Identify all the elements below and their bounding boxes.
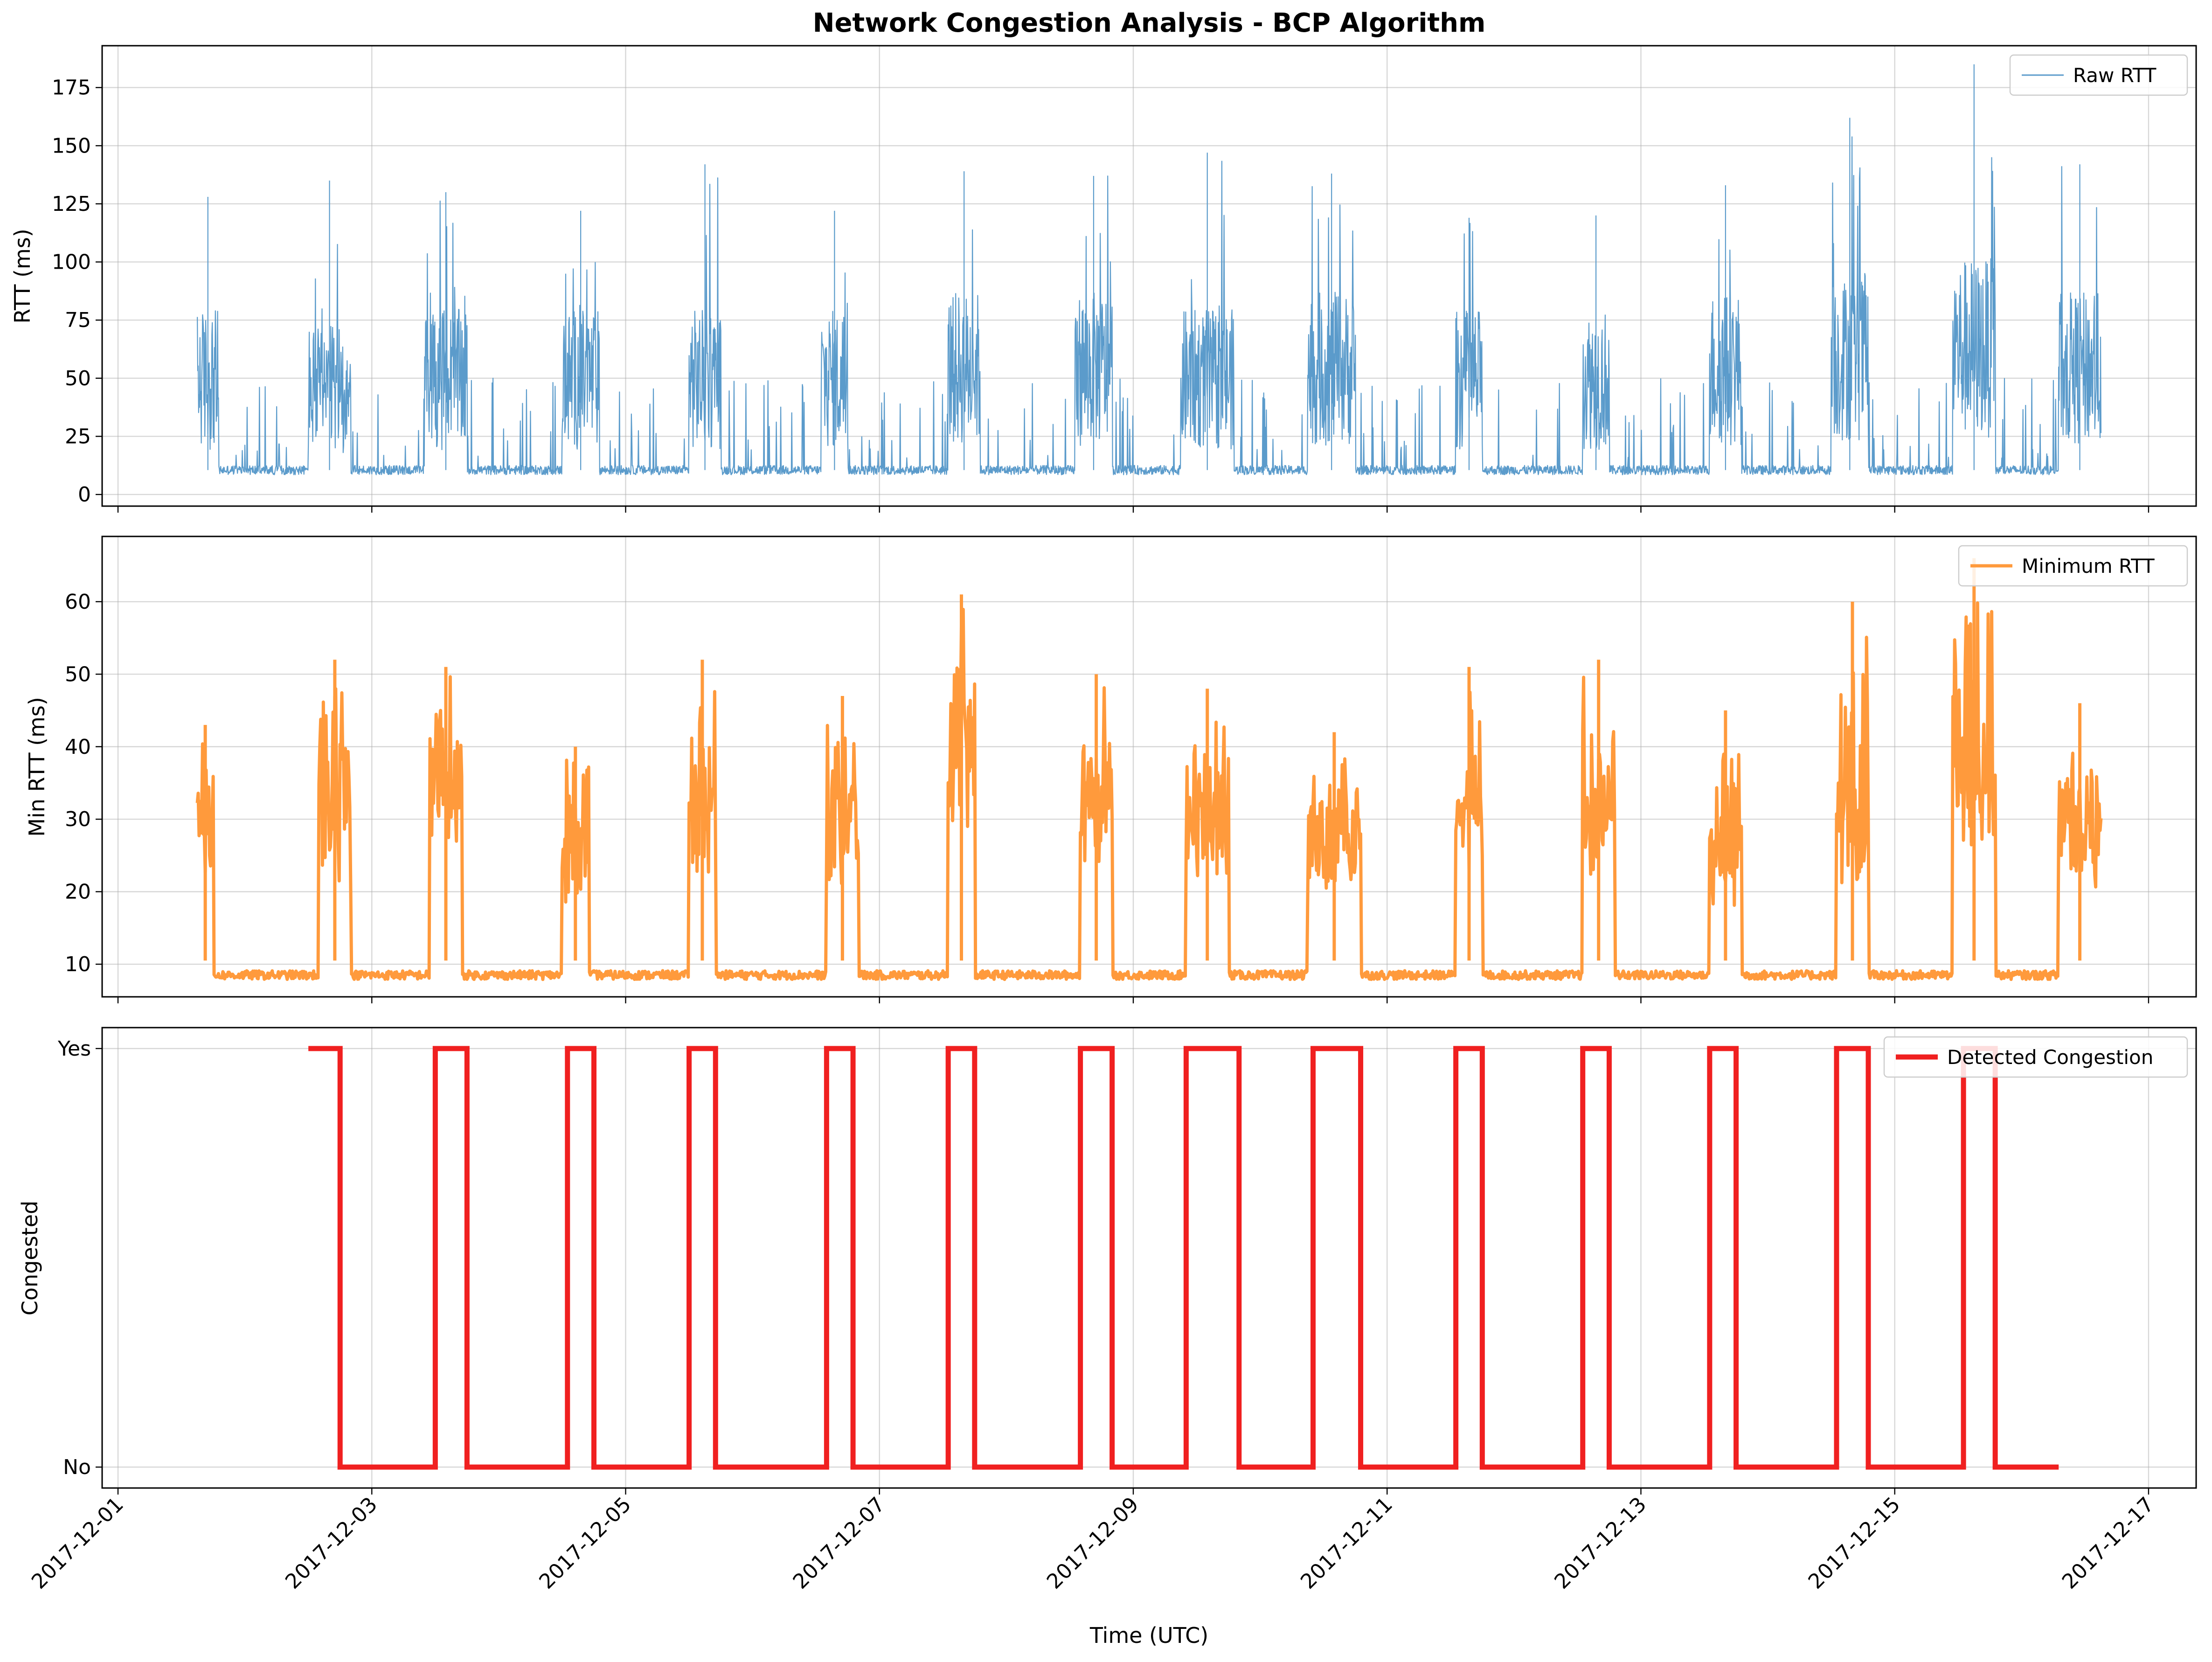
raw-rtt-axes-frame	[101, 45, 2197, 507]
min-rtt-legend-label: Minimum RTT	[2022, 555, 2155, 577]
y-tick-label: 100	[52, 250, 91, 274]
y-tick-label: Yes	[57, 1037, 91, 1061]
raw-rtt-legend-label: Raw RTT	[2073, 64, 2157, 87]
min-rtt-ylabel: Min RTT (ms)	[24, 697, 49, 837]
y-tick-label: 60	[65, 590, 91, 614]
x-tick-label: 2017-12-05	[534, 1493, 636, 1594]
y-tick-label: No	[63, 1455, 91, 1479]
x-tick-label: 2017-12-15	[1804, 1493, 1905, 1594]
min-rtt-axes-frame	[101, 535, 2197, 998]
y-tick-label: 40	[65, 735, 91, 759]
chart-title: Network Congestion Analysis - BCP Algori…	[813, 8, 1486, 38]
raw-rtt-ylabel: RTT (ms)	[10, 229, 35, 323]
x-tick-label: 2017-12-17	[2058, 1493, 2159, 1594]
y-tick-label: 175	[52, 76, 91, 100]
raw-rtt-series-line	[197, 136, 2101, 475]
y-tick-label: 75	[65, 308, 91, 332]
min-rtt-legend: Minimum RTT	[1958, 545, 2188, 587]
y-tick-label: 150	[52, 134, 91, 158]
raw-rtt-legend: Raw RTT	[2009, 54, 2188, 96]
congestion-legend: Detected Congestion	[1883, 1036, 2188, 1078]
x-tick-label: 2017-12-01	[27, 1493, 128, 1594]
min-rtt-panel: 10 20 30 40 50 60 Min RTT (ms) Minimum RTT	[24, 535, 2197, 1003]
raw-rtt-panel: 0 25 50 75 100 125 150 175 RTT (ms) Raw RTT	[10, 45, 2197, 513]
x-tick-label: 2017-12-09	[1042, 1493, 1144, 1594]
congestion-step-line	[308, 1046, 2059, 1470]
y-tick-label: 10	[65, 953, 91, 976]
min-rtt-series-line	[195, 601, 2103, 981]
x-tick-label: 2017-12-07	[789, 1493, 890, 1594]
y-tick-label: 0	[78, 483, 91, 507]
x-tick-label: 2017-12-13	[1550, 1493, 1651, 1594]
y-tick-label: 125	[52, 192, 91, 216]
y-tick-label: 20	[65, 880, 91, 904]
congestion-panel: No Yes Congested Detected Congestion	[17, 1027, 2197, 1495]
y-tick-label: 30	[65, 807, 91, 831]
x-tick-label: 2017-12-11	[1296, 1493, 1397, 1594]
y-tick-label: 25	[65, 424, 91, 448]
congestion-legend-label: Detected Congestion	[1947, 1046, 2153, 1069]
x-axis-label: Time (UTC)	[1089, 1623, 1208, 1648]
y-tick-label: 50	[65, 662, 91, 686]
y-tick-label: 50	[65, 367, 91, 390]
congestion-axes-frame	[101, 1027, 2197, 1489]
x-tick-label: 2017-12-03	[281, 1493, 382, 1594]
congestion-ylabel: Congested	[17, 1201, 42, 1315]
